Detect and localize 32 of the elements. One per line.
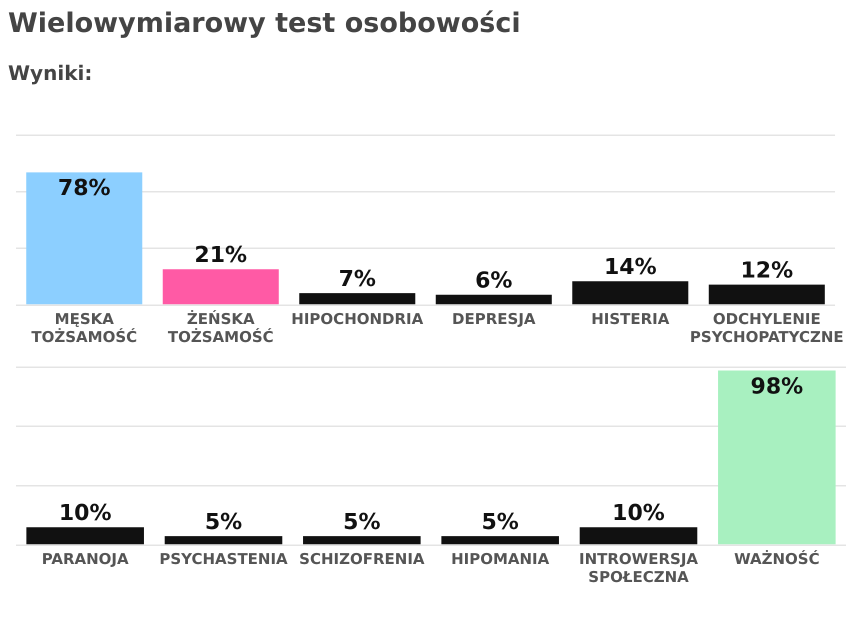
- x-tick-label: MĘSKA TOŻSAMOŚĆ: [31, 310, 138, 346]
- data-label: 21%: [194, 243, 248, 268]
- bar: [572, 281, 688, 304]
- x-tick-label: PSYCHASTENIA: [159, 550, 288, 568]
- data-label: 10%: [58, 500, 112, 526]
- x-tick-label: DEPRESJA: [452, 310, 536, 328]
- x-tick-label: PARANOJA: [42, 550, 129, 568]
- chart-subtitle: Wyniki:: [8, 61, 94, 85]
- bar: [708, 284, 825, 304]
- data-label: 78%: [58, 176, 111, 202]
- data-label: 6%: [475, 268, 512, 294]
- data-label: 5%: [481, 510, 519, 535]
- x-tick-label: WAŻNOŚĆ: [734, 550, 820, 568]
- data-label: 14%: [604, 254, 657, 280]
- x-tick-label: SCHIZOFRENIA: [299, 550, 425, 568]
- x-tick-label: INTROWERSJA SPOŁECZNA: [578, 550, 698, 586]
- x-tick-label: HISTERIA: [591, 310, 670, 328]
- bar: [436, 294, 552, 304]
- bar: [26, 172, 142, 304]
- data-label: 5%: [343, 510, 381, 535]
- x-tick-label: ŻEŃSKA TOŻSAMOŚĆ: [168, 310, 274, 346]
- x-tick-label: HIPOMANIA: [451, 550, 550, 568]
- data-label: 10%: [612, 500, 665, 526]
- data-label: 98%: [750, 374, 804, 400]
- chart-title: Wielowymiarowy test osobowości: [8, 8, 522, 39]
- bar: [162, 269, 279, 304]
- data-label: 5%: [204, 510, 242, 535]
- data-label: 12%: [740, 258, 794, 284]
- bar: [299, 293, 416, 304]
- x-tick-label: ODCHYLENIE PSYCHOPATYCZNE: [690, 310, 844, 346]
- data-label: 7%: [338, 266, 376, 292]
- x-tick-label: HIPOCHONDRIA: [291, 310, 424, 328]
